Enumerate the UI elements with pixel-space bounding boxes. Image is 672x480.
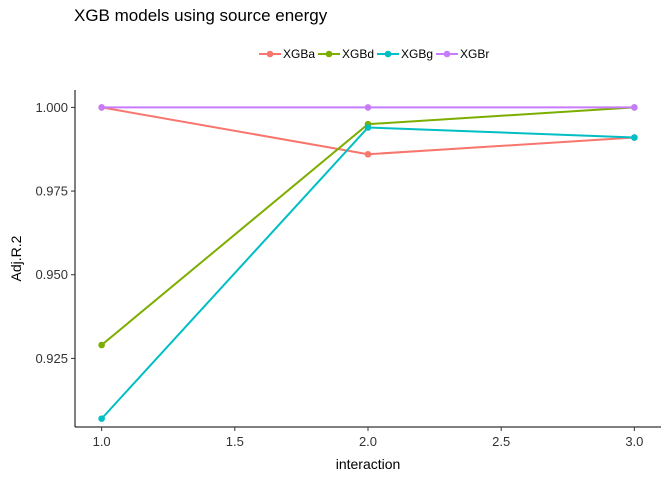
legend: XGBa XGBd XGBg XGBr — [258, 46, 491, 62]
y-tick-label: 0.950 — [35, 267, 68, 282]
y-axis-title: Adj.R.2 — [8, 235, 24, 281]
legend-item-XGBr: XGBr — [435, 46, 489, 62]
legend-label: XGBa — [283, 47, 316, 61]
legend-label: XGBg — [401, 47, 434, 61]
data-point-XGBr — [631, 104, 638, 111]
data-point-XGBd — [98, 341, 105, 349]
data-point-XGBg — [98, 415, 105, 422]
data-point-XGBg — [364, 124, 372, 131]
chart-title: XGB models using source energy — [74, 6, 328, 25]
data-point-XGBa — [364, 150, 372, 158]
legend-label: XGBr — [460, 47, 490, 61]
legend-key-XGBg — [377, 50, 400, 58]
data-point-XGBr — [364, 104, 372, 111]
legend-item-XGBa: XGBa — [258, 46, 315, 62]
y-tick-label: 1.000 — [35, 100, 68, 115]
data-point-XGBg — [631, 134, 638, 141]
x-tick-label: 2.0 — [359, 434, 377, 449]
x-tick-label: 2.5 — [492, 434, 510, 449]
series-line-XGBa — [101, 106, 635, 156]
data-point-XGBr — [98, 104, 105, 111]
y-tick-label: 0.975 — [35, 184, 68, 199]
x-tick-label: 1.0 — [93, 434, 111, 449]
x-tick-label: 3.0 — [625, 434, 643, 449]
legend-item-XGBg: XGBg — [376, 46, 433, 62]
legend-key-XGBr — [436, 50, 459, 58]
legend-item-XGBd: XGBd — [317, 46, 374, 62]
series-line-XGBg — [100, 126, 635, 420]
x-tick-label: 1.5 — [226, 434, 244, 449]
legend-key-XGBd — [318, 50, 341, 58]
x-axis-title: interaction — [336, 456, 401, 472]
legend-key-XGBa — [259, 50, 281, 58]
y-tick-label: 0.925 — [35, 351, 68, 366]
legend-label: XGBd — [342, 47, 375, 61]
